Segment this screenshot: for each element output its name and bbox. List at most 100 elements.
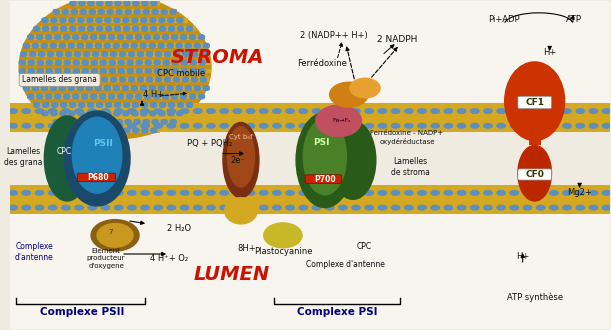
Circle shape [563, 191, 571, 195]
Text: Complexe d'antenne: Complexe d'antenne [306, 260, 386, 269]
Circle shape [203, 45, 209, 48]
Circle shape [109, 69, 115, 72]
Circle shape [91, 70, 97, 73]
Circle shape [563, 123, 571, 128]
Circle shape [260, 205, 268, 210]
Circle shape [109, 35, 115, 38]
Circle shape [64, 94, 70, 97]
Circle shape [185, 45, 191, 48]
Circle shape [174, 52, 180, 55]
Circle shape [143, 121, 149, 124]
Circle shape [207, 123, 215, 128]
Circle shape [147, 79, 153, 82]
Circle shape [78, 111, 84, 114]
Circle shape [48, 52, 54, 55]
Circle shape [123, 111, 129, 114]
Circle shape [46, 70, 53, 73]
Circle shape [159, 111, 165, 114]
Circle shape [497, 205, 505, 210]
Circle shape [9, 191, 17, 195]
Circle shape [246, 191, 255, 195]
Circle shape [124, 129, 130, 133]
Circle shape [174, 53, 180, 56]
Circle shape [137, 53, 144, 56]
Circle shape [42, 111, 48, 114]
Circle shape [154, 109, 163, 114]
Circle shape [37, 69, 43, 72]
Circle shape [42, 19, 48, 23]
Circle shape [64, 36, 70, 40]
Circle shape [96, 113, 102, 116]
Circle shape [82, 70, 88, 73]
Circle shape [53, 121, 59, 124]
Circle shape [37, 94, 43, 97]
Circle shape [93, 79, 98, 82]
Circle shape [43, 28, 49, 31]
Circle shape [163, 94, 169, 97]
Circle shape [70, 104, 76, 107]
Circle shape [105, 18, 111, 21]
Circle shape [52, 26, 57, 30]
Circle shape [96, 19, 102, 23]
Circle shape [50, 87, 56, 90]
Circle shape [21, 53, 27, 56]
Circle shape [167, 109, 175, 114]
Circle shape [523, 123, 532, 128]
Circle shape [127, 60, 133, 63]
Circle shape [87, 18, 93, 21]
Circle shape [82, 36, 87, 40]
Circle shape [497, 191, 505, 195]
Circle shape [189, 94, 196, 97]
Circle shape [133, 104, 139, 107]
Circle shape [199, 62, 205, 65]
Circle shape [404, 205, 413, 210]
Circle shape [75, 79, 81, 82]
Circle shape [106, 104, 112, 107]
Circle shape [312, 205, 321, 210]
Circle shape [170, 119, 176, 123]
Circle shape [52, 28, 57, 31]
Circle shape [176, 86, 182, 89]
Circle shape [133, 128, 139, 131]
Circle shape [118, 70, 124, 73]
Circle shape [134, 121, 140, 124]
Circle shape [167, 205, 175, 210]
Circle shape [79, 103, 85, 106]
Circle shape [75, 52, 81, 55]
Circle shape [104, 45, 111, 48]
Circle shape [78, 113, 84, 116]
Circle shape [27, 94, 34, 97]
Circle shape [602, 191, 611, 195]
Circle shape [100, 70, 106, 73]
Circle shape [42, 87, 48, 90]
Circle shape [132, 19, 138, 23]
Circle shape [123, 103, 130, 106]
Circle shape [510, 205, 519, 210]
FancyBboxPatch shape [518, 169, 552, 180]
Circle shape [156, 53, 161, 56]
Circle shape [392, 123, 400, 128]
Circle shape [123, 28, 130, 31]
Text: Cyt b₆f: Cyt b₆f [229, 134, 253, 140]
Circle shape [109, 60, 115, 63]
Circle shape [203, 87, 209, 90]
Circle shape [114, 19, 120, 23]
Circle shape [101, 205, 109, 210]
Circle shape [326, 109, 334, 114]
Circle shape [97, 26, 103, 30]
Circle shape [137, 52, 144, 55]
Circle shape [114, 205, 123, 210]
Circle shape [30, 52, 35, 55]
Ellipse shape [330, 82, 368, 107]
Circle shape [91, 62, 97, 65]
Circle shape [177, 19, 183, 23]
Circle shape [150, 113, 156, 116]
Circle shape [32, 43, 38, 47]
Circle shape [64, 69, 70, 72]
Text: LUMEN: LUMEN [194, 265, 270, 284]
Circle shape [183, 52, 189, 55]
Circle shape [136, 96, 142, 99]
Circle shape [104, 43, 111, 47]
Circle shape [60, 19, 66, 23]
Circle shape [589, 205, 598, 210]
